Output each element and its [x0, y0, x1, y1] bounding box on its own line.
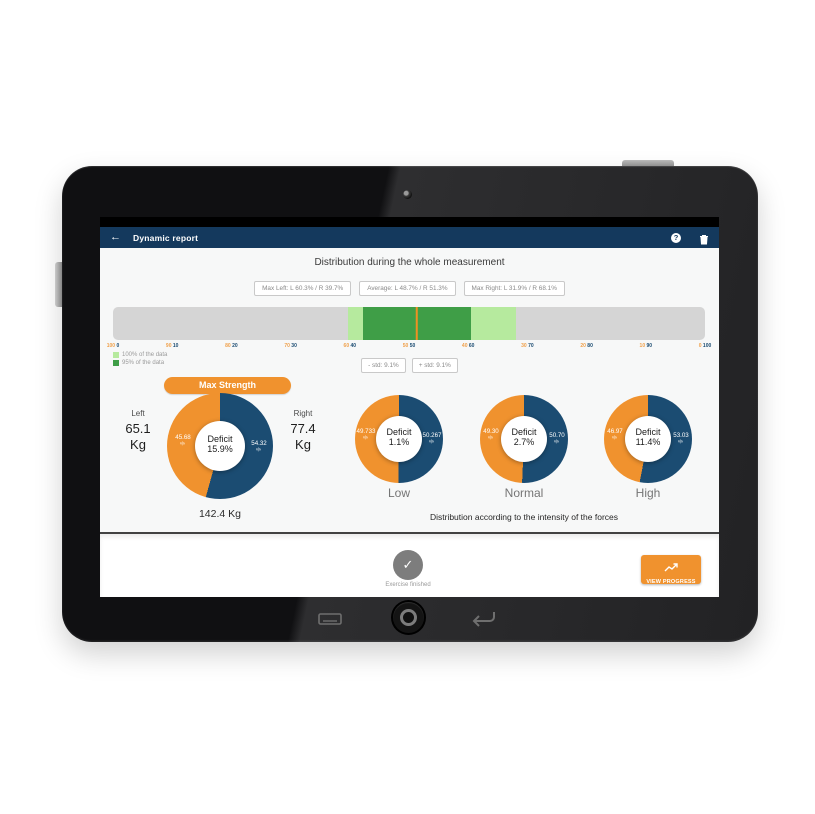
intensity-label-normal: Normal — [504, 486, 544, 500]
axis-tick: 40 60 — [461, 343, 475, 349]
intensity-normal-donut: 49.30% 50.70% Deficit 2.7% — [480, 395, 568, 483]
left-label: Left — [131, 409, 145, 418]
back-key-icon[interactable] — [468, 609, 497, 627]
intensity-caption: Distribution according to the intensity … — [429, 512, 619, 522]
trash-icon[interactable] — [699, 232, 709, 245]
legend-item-100: 100% of the data — [113, 352, 167, 358]
max-strength-button[interactable]: Max Strength — [164, 377, 291, 394]
footer-divider — [100, 532, 719, 534]
left-value: 65.1 — [125, 421, 151, 436]
axis-tick: 10 90 — [639, 343, 653, 349]
slice-label-left: 49.30% — [483, 428, 499, 442]
std-plus-box: + std: 9.1% — [411, 358, 458, 373]
exercise-status-label: Exercise finished — [385, 582, 431, 588]
legend-swatch-100 — [113, 352, 119, 358]
report-title: Distribution during the whole measuremen… — [314, 257, 505, 268]
intensity-high-donut: 46.97% 53.03% Deficit 11.4% — [604, 395, 692, 483]
average-marker — [415, 307, 418, 340]
max-strength-donut: 45.68% 54.32% Deficit 15.9% — [167, 393, 273, 499]
home-button[interactable] — [393, 602, 424, 633]
axis-tick: 90 10 — [165, 343, 179, 349]
app-title: Dynamic report — [133, 233, 199, 243]
help-icon[interactable]: ? — [671, 232, 681, 243]
app-header: ← Dynamic report ? — [100, 227, 719, 248]
tablet-screen: ← Dynamic report ? Distribution during t… — [100, 217, 719, 597]
stat-max-left: Max Left: L 60.3% / R 39.7% — [254, 281, 352, 296]
stat-average: Average: L 48.7% / R 51.3% — [359, 281, 456, 296]
view-progress-button[interactable]: VIEW PROGRESS — [641, 555, 701, 585]
total-weight: 142.4 Kg — [198, 508, 242, 520]
intensity-low-donut: 49.733% 50.267% Deficit 1.1% — [355, 395, 443, 483]
tablet-volume-button[interactable] — [55, 262, 65, 307]
trend-up-icon — [664, 563, 678, 572]
left-strength-metric: Left 65.1 Kg — [108, 409, 168, 452]
navigation-bar — [62, 602, 758, 636]
donut-center: Deficit 2.7% — [501, 416, 547, 462]
front-camera — [403, 190, 412, 199]
legend-item-95: 95% of the data — [113, 360, 167, 366]
app-footer: ✓ Exercise finished VIEW PROGRESS — [100, 534, 719, 597]
std-row: - std: 9.1% + std: 9.1% — [100, 358, 719, 373]
axis-tick: 100 0 — [106, 343, 120, 349]
axis-tick: 30 70 — [521, 343, 534, 349]
axis-tick: 60 40 — [343, 343, 357, 349]
axis-tick: 50 50 — [402, 343, 416, 349]
keyboard-key-icon[interactable] — [318, 612, 342, 625]
right-label: Right — [293, 409, 313, 418]
distribution-axis: 100 0 90 10 80 20 70 30 60 40 50 50 40 60 30 70… — [107, 343, 712, 351]
intensity-label-high: High — [635, 486, 661, 500]
right-value: 77.4 — [290, 421, 316, 436]
home-button-ring — [400, 609, 417, 626]
stat-max-right: Max Right: L 31.9% / R 68.1% — [463, 281, 565, 296]
intensity-label-low: Low — [387, 486, 410, 500]
slice-label-left: 49.733% — [356, 428, 376, 442]
donut-center: Deficit 15.9% — [195, 421, 245, 471]
back-button[interactable]: ← — [110, 231, 121, 243]
donut-center: Deficit 1.1% — [376, 416, 422, 462]
std-minus-box: - std: 9.1% — [361, 358, 406, 373]
legend-swatch-95 — [113, 360, 119, 366]
view-progress-label: VIEW PROGRESS — [646, 579, 696, 585]
left-unit: Kg — [130, 436, 146, 452]
donut-center: Deficit 11.4% — [625, 416, 671, 462]
slice-label-left: 46.97% — [607, 428, 623, 442]
axis-tick: 70 30 — [284, 343, 297, 349]
slice-label-right: 50.70% — [549, 432, 565, 446]
status-bar — [100, 217, 719, 227]
tablet-device: ← Dynamic report ? Distribution during t… — [62, 166, 758, 642]
slice-label-left: 45.68% — [175, 434, 191, 448]
chart-legend: 100% of the data 95% of the data — [113, 352, 167, 368]
slice-label-right: 54.32% — [251, 440, 267, 454]
slice-label-right: 53.03% — [673, 432, 689, 446]
slice-label-right: 50.267% — [422, 432, 442, 446]
axis-tick: 20 80 — [580, 343, 593, 349]
legend-label: 100% of the data — [122, 352, 168, 358]
distribution-bar — [113, 307, 705, 340]
legend-label: 95% of the data — [122, 360, 165, 366]
axis-tick: 80 20 — [225, 343, 238, 349]
right-unit: Kg — [295, 436, 311, 452]
stats-row: Max Left: L 60.3% / R 39.7% Average: L 4… — [100, 281, 719, 296]
exercise-finished-check-icon[interactable]: ✓ — [393, 550, 423, 580]
right-strength-metric: Right 77.4 Kg — [273, 409, 333, 452]
axis-tick: 0 100 — [698, 343, 712, 349]
